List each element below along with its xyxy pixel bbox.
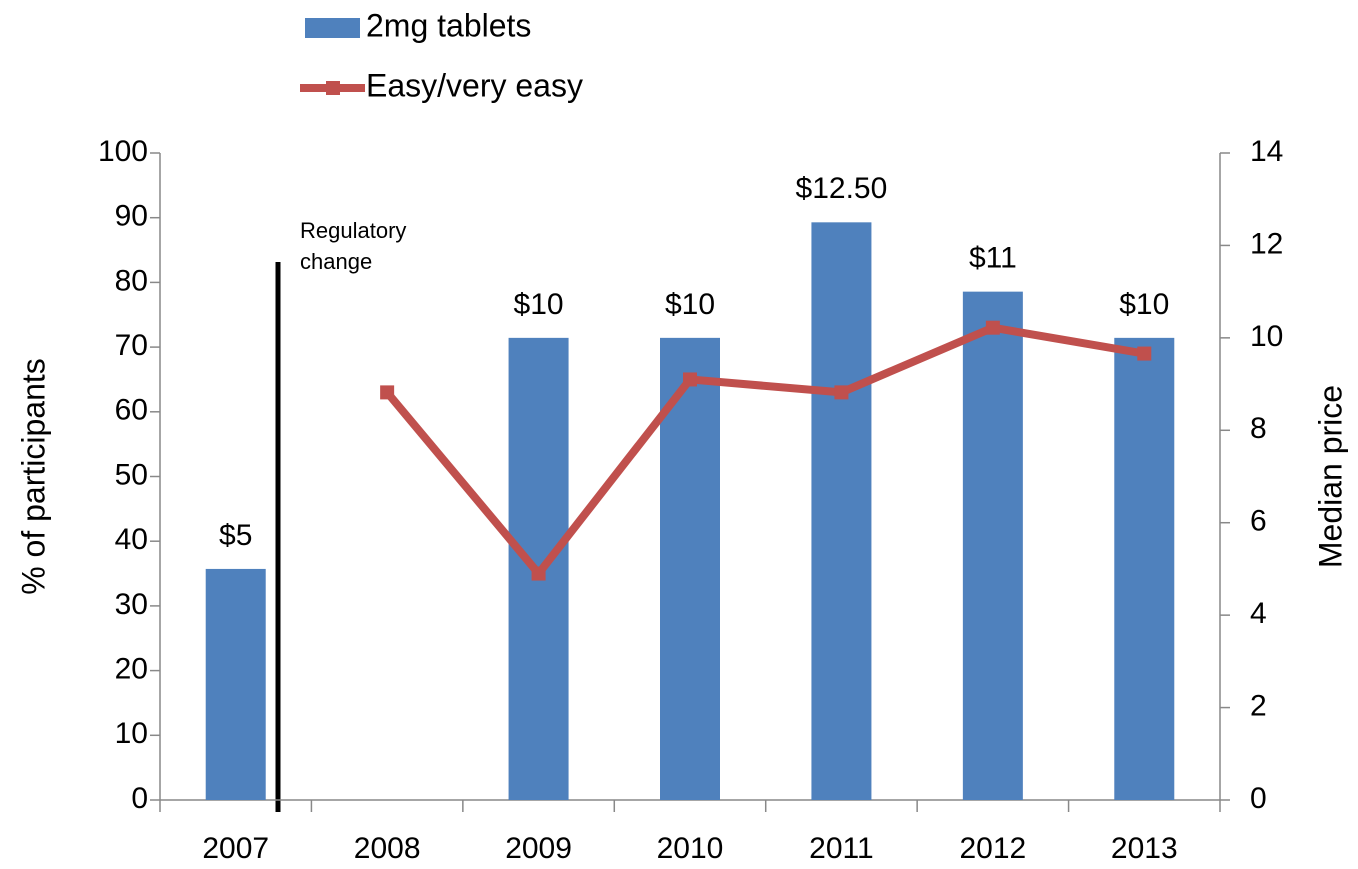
y-tick-label: 0 bbox=[131, 782, 148, 815]
data-label: $12.50 bbox=[796, 172, 888, 205]
y-tick-label: 80 bbox=[115, 264, 148, 297]
y2-tick-label: 14 bbox=[1250, 135, 1283, 168]
line-marker bbox=[380, 385, 395, 400]
bar bbox=[205, 568, 266, 800]
legend-swatch bbox=[326, 81, 340, 95]
x-tick-label: 2013 bbox=[1111, 832, 1178, 865]
legend-label: 2mg tablets bbox=[366, 7, 531, 43]
y2-tick-label: 8 bbox=[1250, 412, 1267, 445]
y-tick-label: 20 bbox=[115, 653, 148, 686]
y2-tick-label: 0 bbox=[1250, 782, 1267, 815]
bar bbox=[811, 222, 872, 801]
legend-label: Easy/very easy bbox=[366, 67, 583, 103]
y2-tick-label: 2 bbox=[1250, 689, 1267, 722]
y2-tick-label: 4 bbox=[1250, 597, 1267, 630]
y2-axis-title: Median price bbox=[1312, 385, 1348, 568]
x-tick-label: 2010 bbox=[657, 832, 724, 865]
data-label: $10 bbox=[514, 288, 564, 321]
x-tick-label: 2008 bbox=[354, 832, 421, 865]
line-marker bbox=[985, 320, 1000, 335]
y-tick-label: 70 bbox=[115, 329, 148, 362]
y-tick-label: 60 bbox=[115, 394, 148, 427]
line-marker bbox=[1137, 346, 1152, 361]
data-label: $5 bbox=[219, 519, 252, 552]
line-marker bbox=[531, 566, 546, 581]
y-tick-label: 90 bbox=[115, 200, 148, 233]
x-tick-label: 2011 bbox=[809, 832, 874, 865]
legend-swatch bbox=[305, 18, 360, 38]
data-label: $10 bbox=[1119, 288, 1169, 321]
y-tick-label: 10 bbox=[115, 717, 148, 750]
line-marker bbox=[683, 372, 697, 387]
bar bbox=[962, 291, 1023, 800]
x-tick-label: 2012 bbox=[959, 832, 1026, 865]
line bbox=[384, 323, 1145, 578]
bar bbox=[660, 337, 720, 800]
y-tick-label: 100 bbox=[98, 135, 148, 168]
y-tick-label: 40 bbox=[115, 523, 148, 556]
annotation: Regulatory change bbox=[300, 218, 407, 274]
y2-tick-label: 6 bbox=[1250, 505, 1267, 538]
y2-tick-label: 10 bbox=[1250, 320, 1283, 353]
line-marker bbox=[834, 385, 849, 400]
data-label: $11 bbox=[969, 242, 1017, 275]
bar bbox=[1114, 337, 1175, 800]
data-label: $10 bbox=[665, 288, 715, 321]
x-tick-label: 2009 bbox=[505, 832, 572, 865]
y-tick-label: 30 bbox=[115, 588, 148, 621]
y-tick-label: 50 bbox=[115, 458, 148, 491]
y-axis-title: % of participants bbox=[15, 358, 51, 595]
x-tick-label: 2007 bbox=[202, 832, 269, 865]
y2-tick-label: 12 bbox=[1250, 227, 1283, 260]
